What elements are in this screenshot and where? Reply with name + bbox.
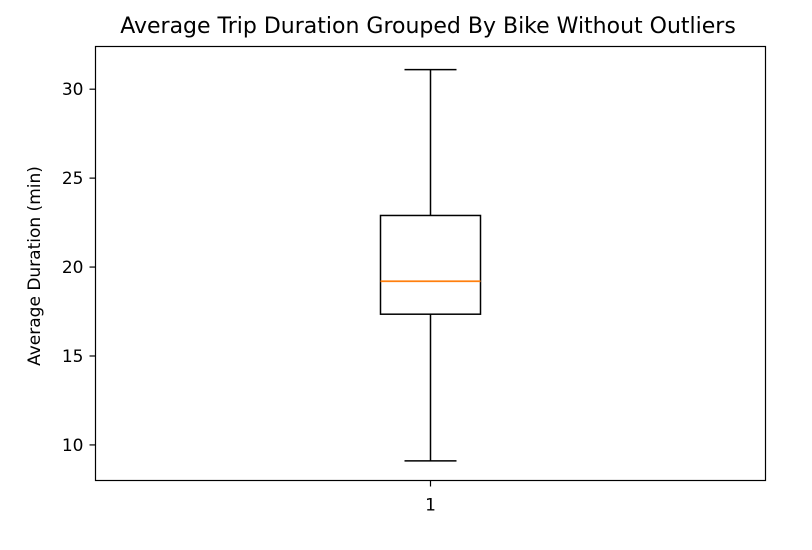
y-tick-label: 15 — [62, 347, 84, 367]
y-tick-label: 30 — [62, 80, 84, 100]
y-axis-label: Average Duration (min) — [25, 166, 45, 366]
x-tick-label: 1 — [425, 496, 436, 516]
y-tick-label: 20 — [62, 258, 84, 278]
box-series — [379, 68, 482, 462]
y-tick-label: 25 — [62, 169, 84, 189]
y-axis-ticks: 10 15 20 25 30 — [62, 80, 96, 456]
interquartile-box — [379, 214, 482, 315]
chart-title: Average Trip Duration Grouped By Bike Wi… — [120, 14, 736, 39]
y-tick-label: 10 — [62, 436, 84, 456]
x-axis-ticks: 1 — [425, 480, 436, 516]
